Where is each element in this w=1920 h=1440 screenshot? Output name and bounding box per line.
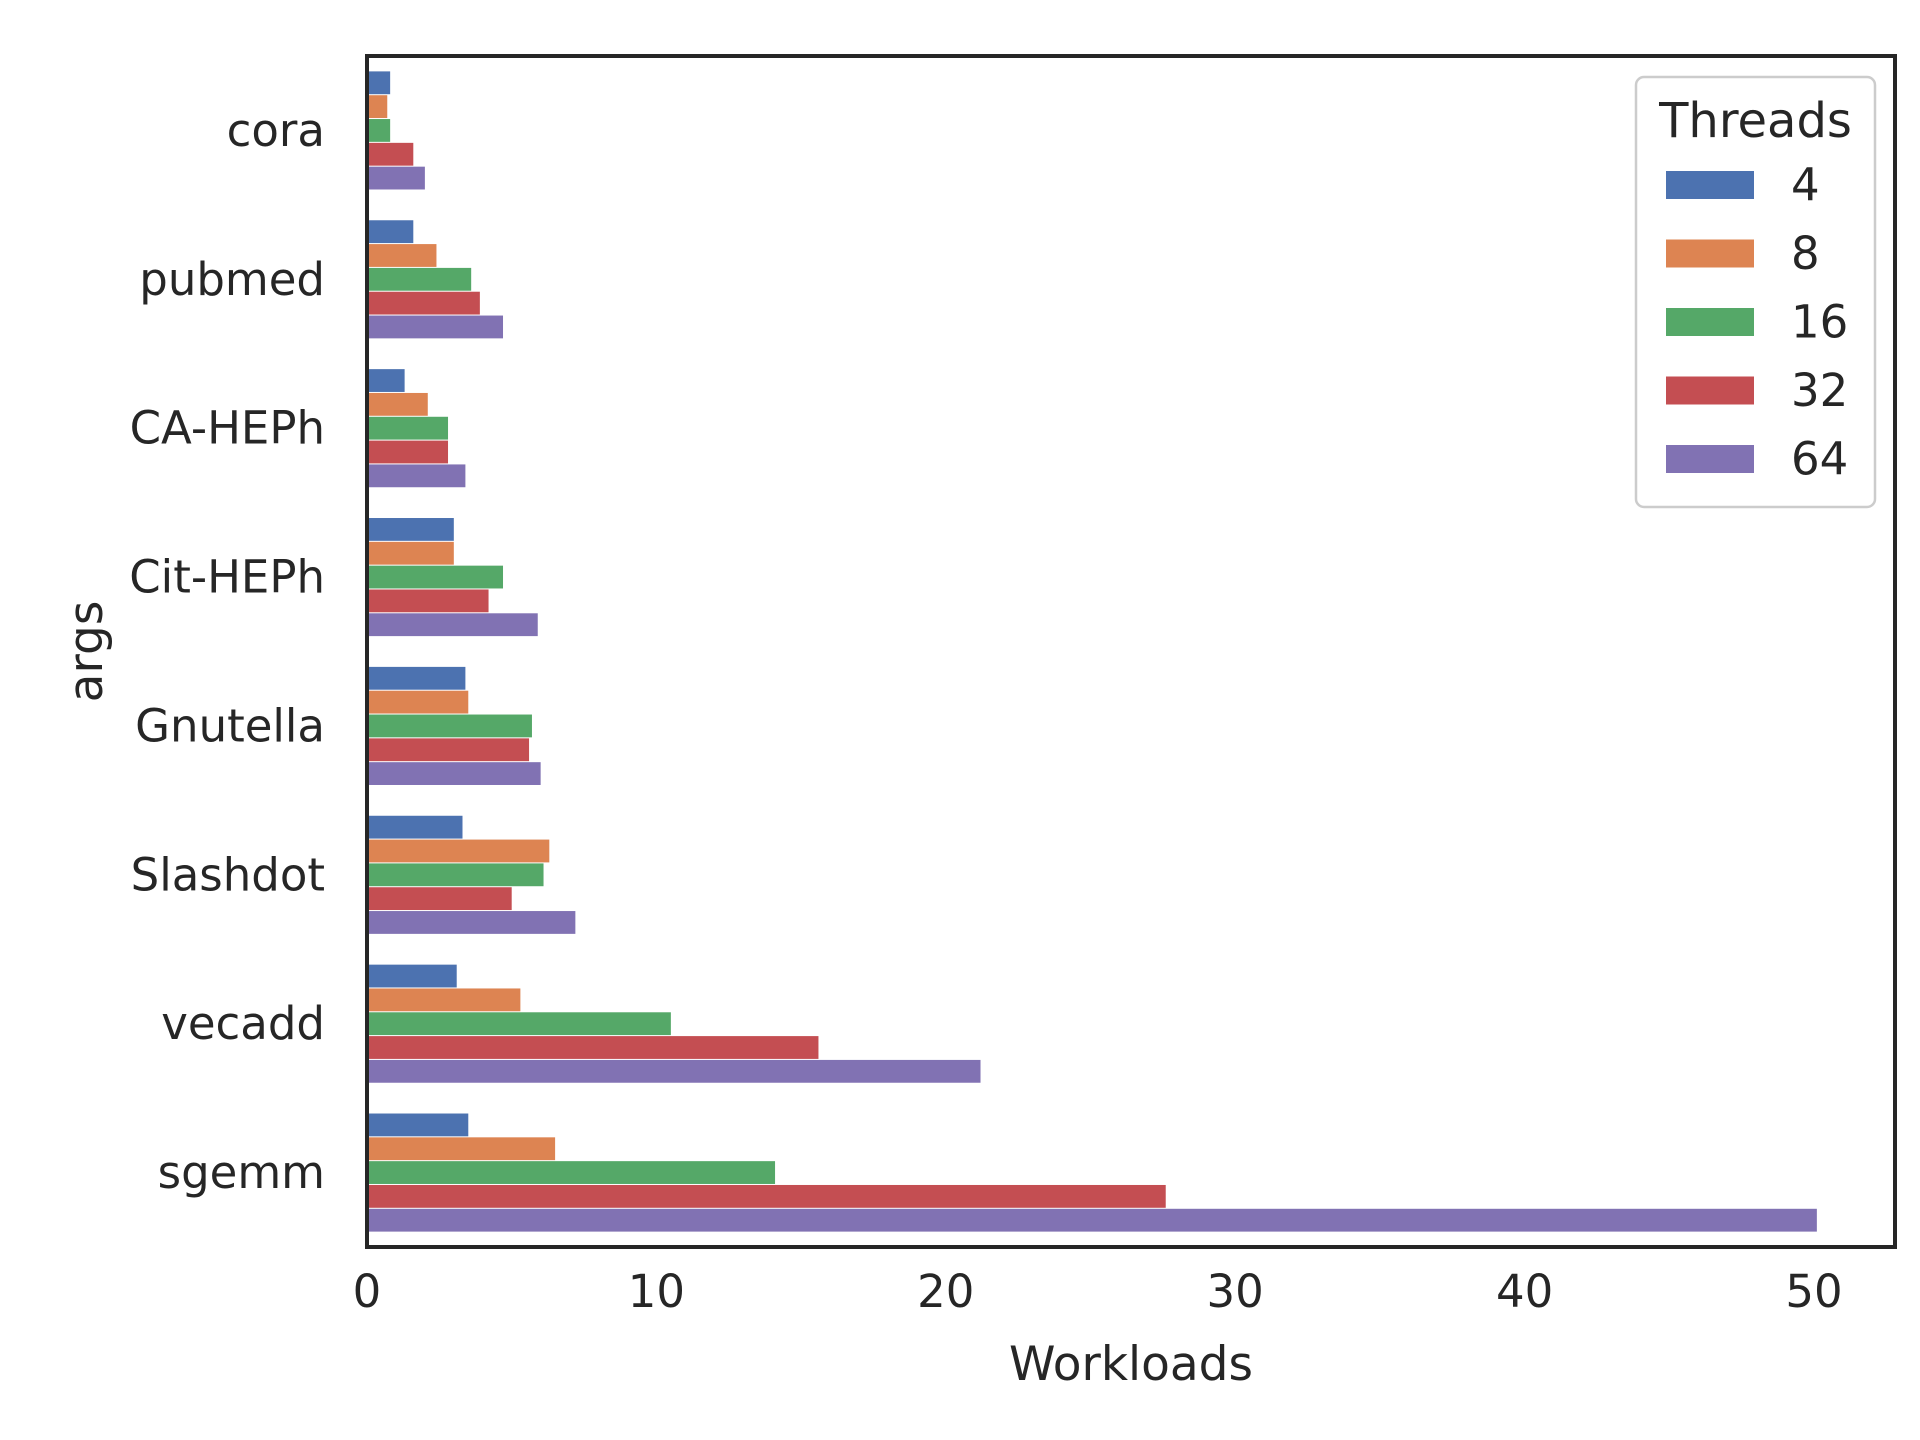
bar-Slashdot-threads-16: [367, 863, 544, 887]
plot-frame: [365, 54, 1897, 1249]
bar-sgemm-threads-4: [367, 1113, 469, 1137]
x-tick-labels: 0 10 20 30 40 50: [353, 1265, 1843, 1318]
y-tick-labels: cora pubmed CA-HEPh Cit-HEPh Gnutella Slashdo…: [129, 104, 325, 1199]
legend-swatch-4: [1666, 171, 1754, 199]
bar-vecadd-threads-4: [367, 964, 457, 988]
bar-CA-HEPh-threads-32: [367, 440, 449, 464]
legend-label: 4: [1791, 159, 1820, 212]
bar-Slashdot-threads-4: [367, 815, 463, 839]
y-tick-label: sgemm: [158, 1146, 325, 1199]
bar-Gnutella-threads-16: [367, 714, 532, 738]
bar-cora-threads-32: [367, 142, 414, 166]
bar-vecadd-threads-32: [367, 1036, 819, 1059]
bar-pubmed-threads-16: [367, 267, 472, 291]
bar-Cit-HEPh-threads-16: [367, 565, 504, 589]
bar-pubmed-threads-32: [367, 291, 480, 315]
x-tick-label: 20: [917, 1265, 974, 1318]
bar-vecadd-threads-8: [367, 988, 521, 1012]
legend-items: 4 8 16 32 64: [1666, 159, 1848, 486]
bar-sgemm-threads-16: [367, 1161, 776, 1184]
legend-label: 32: [1791, 364, 1848, 417]
bar-cora-threads-4: [367, 71, 391, 95]
legend-title: Threads: [1658, 93, 1852, 149]
y-tick-label: Cit-HEPh: [129, 551, 325, 604]
bar-pubmed-threads-4: [367, 220, 414, 244]
bar-sgemm-threads-8: [367, 1137, 556, 1161]
x-axis-label: Workloads: [1009, 1337, 1253, 1392]
bar-vecadd-threads-16: [367, 1012, 671, 1036]
bar-CA-HEPh-threads-4: [367, 369, 405, 392]
bar-vecadd-threads-64: [367, 1059, 981, 1083]
legend-swatch-32: [1666, 376, 1754, 405]
y-tick-label: cora: [227, 104, 325, 157]
bar-Gnutella-threads-64: [367, 762, 541, 785]
x-tick-label: 10: [628, 1265, 685, 1318]
bar-Slashdot-threads-8: [367, 839, 550, 863]
legend-label: 8: [1791, 227, 1820, 280]
bar-sgemm-threads-32: [367, 1184, 1166, 1208]
x-tick-label: 0: [353, 1265, 382, 1318]
bar-CA-HEPh-threads-8: [367, 392, 428, 416]
bar-Gnutella-threads-4: [367, 666, 466, 690]
bar-Cit-HEPh-threads-8: [367, 541, 454, 565]
bar-Gnutella-threads-32: [367, 738, 530, 762]
bar-Slashdot-threads-64: [367, 911, 576, 934]
y-tick-label: CA-HEPh: [130, 402, 325, 455]
x-tick-label: 30: [1207, 1265, 1264, 1318]
bar-CA-HEPh-threads-16: [367, 416, 449, 440]
legend-swatch-16: [1666, 308, 1754, 336]
bar-Gnutella-threads-8: [367, 690, 469, 714]
y-tick-label: pubmed: [139, 253, 325, 306]
y-tick-label: Gnutella: [135, 699, 325, 752]
bars-layer: [367, 71, 1817, 1232]
bar-sgemm-threads-64: [367, 1208, 1817, 1232]
legend-swatch-8: [1666, 239, 1754, 268]
bar-pubmed-threads-64: [367, 315, 504, 339]
legend-label: 64: [1791, 433, 1848, 486]
bar-pubmed-threads-8: [367, 244, 437, 267]
y-tick-label: Slashdot: [131, 848, 325, 901]
bar-Cit-HEPh-threads-4: [367, 518, 454, 541]
bar-CA-HEPh-threads-64: [367, 464, 466, 488]
legend-swatch-64: [1666, 445, 1754, 473]
y-tick-label: vecadd: [161, 997, 325, 1050]
bar-Slashdot-threads-32: [367, 887, 512, 911]
bar-Cit-HEPh-threads-64: [367, 613, 538, 637]
bar-Cit-HEPh-threads-32: [367, 589, 489, 613]
legend-label: 16: [1791, 296, 1848, 349]
x-tick-label: 40: [1496, 1265, 1553, 1318]
bar-cora-threads-8: [367, 95, 388, 119]
y-axis-label: args: [59, 601, 114, 703]
x-tick-label: 50: [1785, 1265, 1842, 1318]
bar-cora-threads-64: [367, 166, 425, 190]
bar-cora-threads-16: [367, 119, 391, 142]
legend: Threads 4 8 16 32 64: [1634, 75, 1877, 509]
